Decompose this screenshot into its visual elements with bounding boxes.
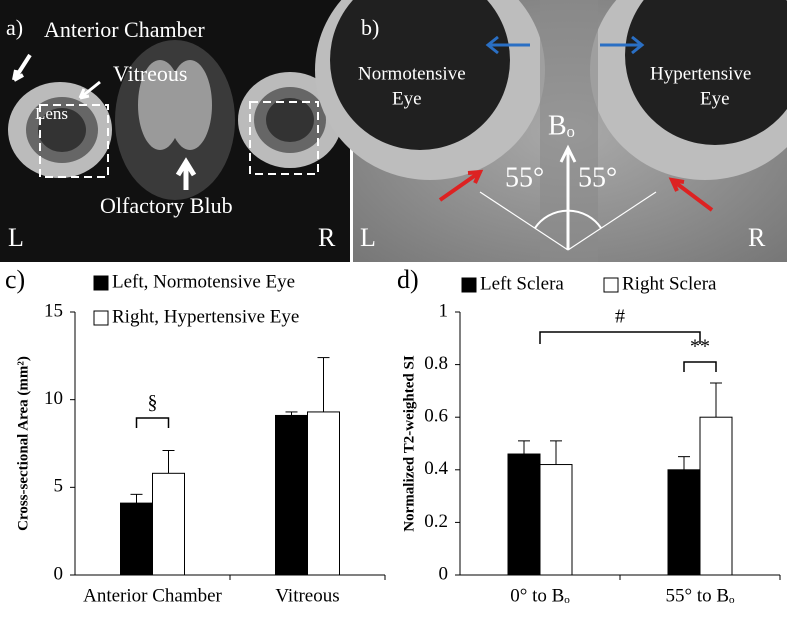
bracket	[683, 361, 717, 372]
panel-b: b) Normotensive Eye Hypertensive Eye Bₒ …	[315, 0, 787, 262]
x-tick-label: Anterior Chamber	[83, 585, 222, 606]
y-tick-label: 0	[439, 563, 449, 584]
annotation: #	[615, 306, 625, 328]
legend-swatch	[461, 277, 477, 293]
bar	[120, 502, 153, 576]
panel-label: a)	[6, 15, 23, 40]
bar	[539, 464, 573, 576]
bar	[275, 414, 308, 576]
angle-label: 55°	[505, 162, 544, 193]
bracket	[135, 417, 170, 428]
y-axis-label: Normalized T2-weighted SI	[401, 355, 417, 532]
eye-label: Eye	[700, 88, 730, 109]
side-label: L	[360, 223, 376, 252]
legend-swatch	[93, 310, 109, 326]
y-tick-label: 0.6	[424, 406, 448, 427]
bar	[307, 411, 340, 576]
legend-label: Left Sclera	[480, 273, 564, 294]
legend-swatch	[93, 275, 109, 291]
y-axis-label: Cross-sectional Area (mm²)	[15, 356, 31, 531]
field-label: Bₒ	[548, 110, 575, 141]
bracket	[539, 331, 701, 344]
annotation: Lens	[35, 104, 68, 123]
panel-label: d)	[397, 265, 419, 294]
y-tick-label: 10	[44, 388, 63, 409]
y-tick-label: 15	[44, 300, 63, 321]
annotation: §	[148, 392, 158, 414]
bar	[667, 469, 701, 576]
side-label: R	[748, 223, 766, 252]
legend-label: Right Sclera	[622, 273, 717, 294]
bar	[507, 453, 541, 576]
panel-label: c)	[5, 265, 25, 294]
legend-swatch	[603, 277, 619, 293]
side-label: R	[318, 223, 336, 252]
angle-label: 55°	[578, 162, 617, 193]
side-label: L	[8, 223, 24, 252]
annotation: Olfactory Blub	[100, 193, 233, 218]
bar	[152, 472, 185, 576]
bar	[699, 416, 733, 576]
eye-label: Normotensive	[358, 63, 466, 84]
y-tick-label: 5	[54, 476, 64, 497]
eye-label: Hypertensive	[650, 63, 751, 84]
y-tick-label: 0.2	[424, 511, 448, 532]
legend-label: Left, Normotensive Eye	[112, 271, 295, 292]
y-tick-label: 1	[439, 300, 449, 321]
legend-label: Right, Hypertensive Eye	[112, 306, 299, 327]
y-tick-label: 0	[54, 563, 64, 584]
panel-a: a) Anterior Chamber Vitreous Lens Olfact…	[0, 0, 350, 262]
y-tick-label: 0.8	[424, 353, 448, 374]
eye-label: Eye	[392, 88, 422, 109]
panel-label: b)	[361, 15, 379, 40]
y-tick-label: 0.4	[424, 458, 448, 479]
x-tick-label: 0° to Bₒ	[510, 585, 570, 606]
annotation: **	[690, 336, 710, 358]
annotation: Vitreous	[113, 61, 187, 86]
charts: c)Cross-sectional Area (mm²)051015Anteri…	[5, 265, 781, 606]
annotation: Anterior Chamber	[44, 17, 205, 42]
x-tick-label: 55° to Bₒ	[665, 585, 735, 606]
x-tick-label: Vitreous	[275, 585, 339, 606]
